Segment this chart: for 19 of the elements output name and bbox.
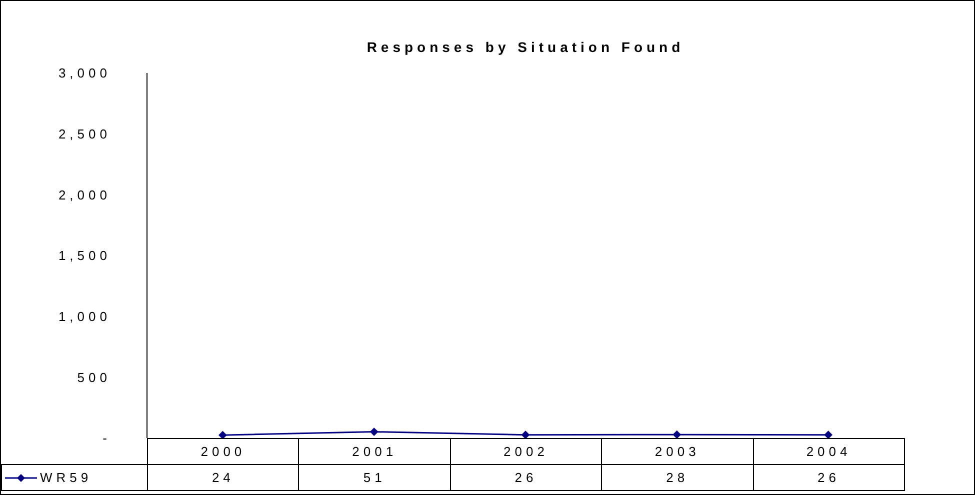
x-tick-label: 2003 <box>601 438 754 465</box>
y-tick-label: 2,500 <box>58 126 111 142</box>
legend-label: WR59 <box>40 470 92 485</box>
data-label: 26 <box>450 464 602 491</box>
data-label: 28 <box>601 464 754 491</box>
y-tick-label: 1,000 <box>58 308 111 324</box>
y-tick-label: - <box>102 430 111 446</box>
x-tick-label: 2001 <box>298 438 451 465</box>
chart-title: Responses by Situation Found <box>366 39 686 55</box>
y-tick-label: 500 <box>77 370 111 385</box>
x-tick-label: 2004 <box>752 438 905 465</box>
y-tick-label: 3,000 <box>58 66 111 81</box>
data-label: 24 <box>147 464 300 491</box>
y-tick-label: 1,500 <box>58 248 111 264</box>
x-tick-label: 2000 <box>147 438 300 465</box>
data-label: 26 <box>752 464 905 491</box>
data-label: 51 <box>298 464 451 491</box>
y-tick-label: 2,000 <box>58 187 111 202</box>
x-tick-label: 2002 <box>450 438 602 465</box>
